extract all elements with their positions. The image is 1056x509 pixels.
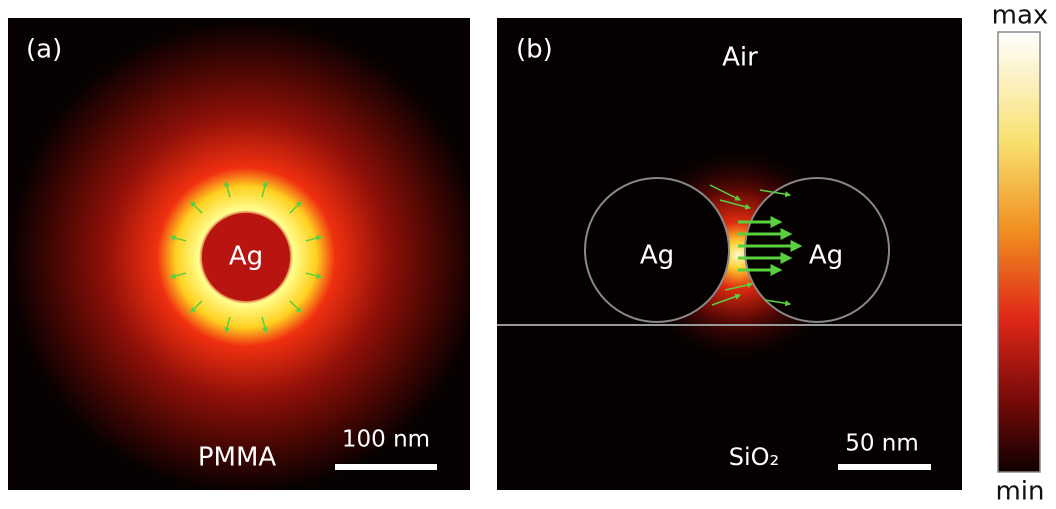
field-arrow xyxy=(711,293,742,306)
field-arrow xyxy=(764,299,792,307)
field-arrow xyxy=(261,316,268,334)
colorbar-min: min xyxy=(995,477,1044,507)
field-arrow xyxy=(759,189,792,198)
field-arrow xyxy=(261,180,268,198)
field-arrow xyxy=(289,200,303,214)
substrate-label: SiO₂ xyxy=(729,443,779,471)
field-arrow xyxy=(189,200,203,214)
field-arrow xyxy=(709,184,742,201)
scale-bar-label: 100 nm xyxy=(342,427,430,453)
field-arrows xyxy=(169,180,323,334)
field-arrow xyxy=(719,199,752,210)
panel-a: (a) Ag PMMA 100 nm xyxy=(8,18,470,490)
medium-label: Air xyxy=(722,43,758,73)
field-arrow xyxy=(189,300,203,314)
field-arrow xyxy=(289,300,303,314)
field-arrow xyxy=(224,180,231,198)
field-arrow xyxy=(169,235,187,242)
panel-label: (b) xyxy=(516,35,553,65)
particle-label: Ag xyxy=(809,241,843,271)
field-arrow xyxy=(224,316,231,334)
field-arrow xyxy=(169,272,187,279)
particle-label: Ag xyxy=(640,241,674,271)
scale-bar xyxy=(335,464,437,470)
particle xyxy=(744,177,890,323)
particle xyxy=(584,177,730,323)
scale-bar xyxy=(838,464,931,470)
panel-label: (a) xyxy=(26,35,62,65)
field-arrow xyxy=(305,235,323,242)
particle-label: Ag xyxy=(229,242,263,272)
field-arrow xyxy=(724,282,754,291)
colorbar xyxy=(997,31,1041,473)
field-arrows xyxy=(709,184,803,307)
colorbar-max: max xyxy=(992,1,1049,31)
scale-bar-label: 50 nm xyxy=(845,431,919,457)
panel-b: (b) Air Ag Ag SiO₂ 50 nm xyxy=(497,18,962,490)
field-arrow xyxy=(305,272,323,279)
medium-label: PMMA xyxy=(198,443,277,473)
particle xyxy=(202,213,290,301)
